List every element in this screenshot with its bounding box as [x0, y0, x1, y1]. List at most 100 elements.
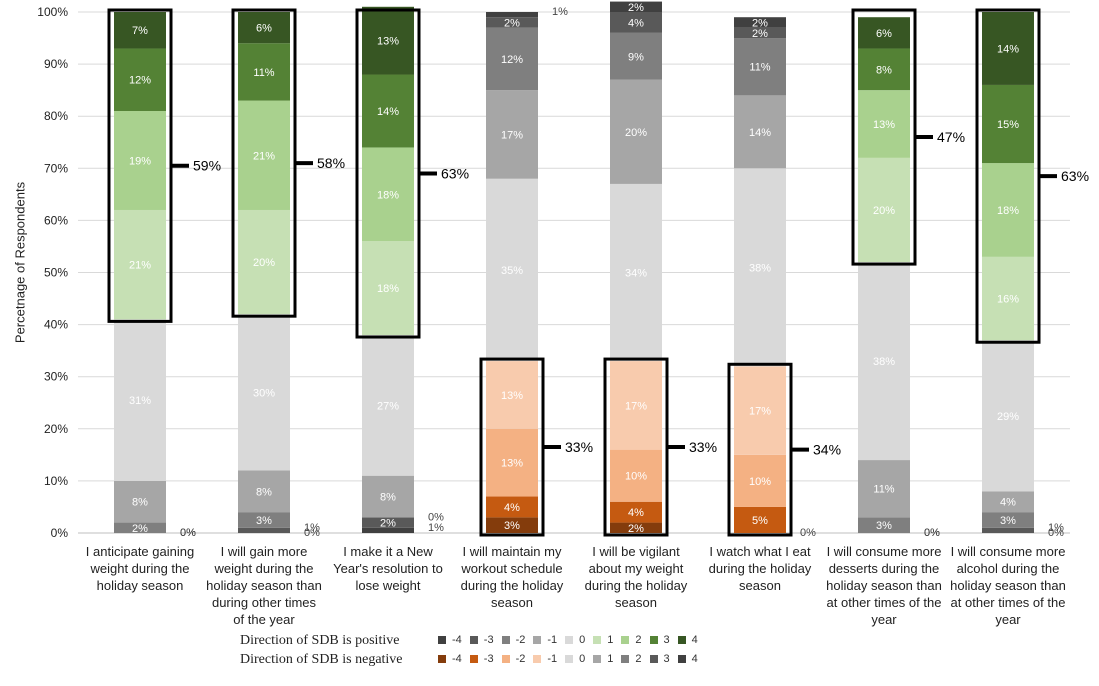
data-label: 7% — [132, 25, 148, 37]
data-label: 20% — [253, 257, 275, 269]
data-label: 2% — [752, 17, 768, 29]
data-label: 16% — [997, 294, 1019, 306]
bar-segment — [982, 512, 1034, 528]
legend-label: 1 — [607, 634, 614, 646]
legend-label: 2 — [635, 634, 642, 646]
legend-swatch — [501, 636, 510, 644]
legend-label: -2 — [515, 634, 526, 646]
data-label: 11% — [873, 484, 894, 496]
x-category-label: I will be vigilant about my weight durin… — [584, 544, 688, 610]
y-tick-label: 70% — [44, 161, 68, 175]
bar-segment — [610, 361, 662, 450]
positive-legend-item: 0 — [565, 634, 585, 646]
bar-segment — [238, 527, 290, 533]
bar-segment — [238, 12, 290, 44]
data-label: 31% — [129, 395, 151, 407]
legend-negative-title: Direction of SDB is negative — [240, 652, 403, 667]
y-axis-title: Percetnage of Respondents — [12, 181, 28, 344]
data-label: 11% — [253, 67, 274, 79]
bar-segment — [858, 48, 910, 91]
data-label: 27% — [377, 400, 399, 412]
positive-legend-item: -4 — [438, 634, 462, 646]
bar-segment — [114, 209, 166, 320]
data-label: 30% — [253, 387, 275, 399]
bar-segment — [114, 522, 166, 533]
y-tick-label: 100% — [37, 5, 68, 19]
bar-segment — [238, 470, 290, 513]
data-label: 1% — [552, 6, 568, 18]
legend-label: 4 — [691, 634, 698, 646]
data-label: 20% — [873, 205, 895, 217]
data-label: 0% — [304, 527, 320, 539]
data-label: 17% — [501, 129, 523, 141]
data-label: 19% — [129, 155, 151, 167]
data-label: 2% — [504, 17, 520, 29]
data-label: 14% — [749, 127, 771, 139]
data-label: 13% — [501, 458, 523, 470]
legend-swatch — [677, 655, 686, 663]
data-label: 2% — [380, 518, 396, 530]
bar-segment — [734, 17, 786, 28]
bar-segment — [610, 449, 662, 502]
legend-label: 0 — [579, 634, 586, 646]
bar-segment — [610, 32, 662, 80]
positive-legend-item: 2 — [621, 634, 642, 646]
bar-segment — [486, 178, 538, 362]
data-label: 21% — [253, 150, 275, 162]
data-label: 10% — [749, 476, 771, 488]
negative-legend-item: 4 — [677, 653, 698, 665]
bar-segment — [362, 335, 414, 476]
positive-legend-item: -1 — [533, 634, 557, 646]
data-label: 10% — [625, 471, 647, 483]
legend-swatch — [565, 655, 574, 663]
bar-segment — [114, 48, 166, 111]
data-label: 18% — [377, 283, 399, 295]
data-label: 3% — [1000, 515, 1016, 527]
highlight-total-label: 47% — [937, 129, 965, 145]
legend-label: 1 — [607, 653, 614, 665]
data-label: 4% — [1000, 497, 1016, 509]
data-label: 9% — [628, 51, 644, 63]
bar-segment — [610, 12, 662, 33]
legend-label: -4 — [452, 653, 462, 665]
bar-segment — [362, 6, 414, 75]
legend-label: -1 — [547, 653, 558, 665]
legend-swatch — [533, 636, 542, 644]
bar-segment — [982, 491, 1034, 513]
data-label: 2% — [628, 2, 644, 14]
data-label: 14% — [377, 106, 399, 118]
legend-swatch — [565, 636, 574, 644]
negative-legend-item: 0 — [565, 653, 585, 665]
bar-segment — [858, 17, 910, 49]
bar-segment — [362, 475, 414, 518]
y-tick-label: 10% — [44, 474, 68, 488]
data-label: 8% — [380, 492, 396, 504]
bar-segment — [486, 361, 538, 429]
bar-segment — [114, 12, 166, 49]
legend-label: -3 — [483, 634, 494, 646]
y-tick-label: 30% — [44, 370, 68, 384]
bar-segment — [238, 43, 290, 101]
y-tick-label: 50% — [44, 266, 68, 280]
data-label: 17% — [625, 400, 647, 412]
legend-swatch — [621, 636, 630, 644]
data-label: 21% — [129, 260, 151, 272]
data-label: 14% — [997, 43, 1019, 55]
data-label: 0% — [428, 511, 444, 523]
data-label: 0% — [924, 527, 940, 539]
bar-segment — [238, 314, 290, 471]
bar-segment — [982, 527, 1034, 533]
bar-segment — [610, 79, 662, 184]
bar-segment — [858, 517, 910, 533]
x-category-label: I will consume more alcohol during the h… — [950, 544, 1066, 627]
highlight-total-label: 58% — [317, 155, 345, 171]
data-label: 2% — [628, 523, 644, 535]
bar-segment — [362, 241, 414, 336]
legend-label: 4 — [691, 653, 698, 665]
legend-swatch — [469, 636, 478, 644]
legend-label: 3 — [663, 634, 670, 646]
bar-segment — [238, 209, 290, 315]
bar-segment — [610, 183, 662, 362]
bar-segment — [486, 17, 538, 28]
